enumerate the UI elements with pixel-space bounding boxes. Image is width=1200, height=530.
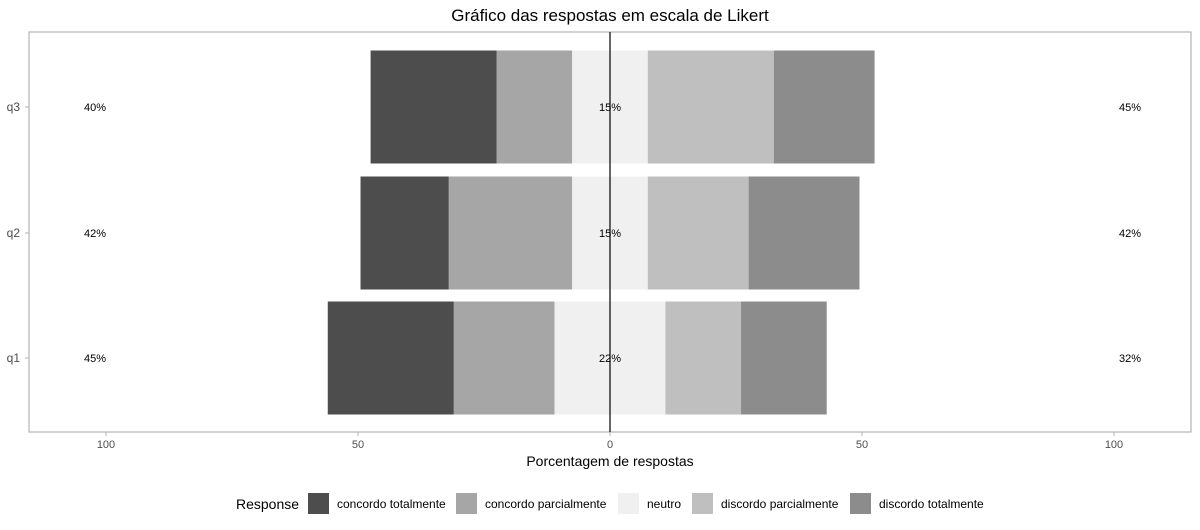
- center-percent-label: 15%: [599, 228, 621, 240]
- center-percent-label: 15%: [599, 102, 621, 114]
- bar-q3-discordo-totalmente: [773, 50, 875, 164]
- bar-q1-concordo-parcialmente: [453, 301, 555, 415]
- center-percent-label: 22%: [599, 353, 621, 365]
- bar-q3-discordo-parcialmente: [647, 50, 774, 164]
- x-tick-label: 100: [97, 439, 115, 451]
- bar-q2-discordo-parcialmente: [647, 176, 749, 290]
- legend-key-concordo-totalmente: [308, 493, 329, 514]
- right-percent-label: 45%: [1119, 102, 1141, 114]
- legend-key-discordo-parcialmente: [692, 493, 713, 514]
- legend-title: Response: [236, 496, 299, 512]
- bar-q2-concordo-parcialmente: [448, 176, 573, 290]
- bar-q3-concordo-totalmente: [370, 50, 497, 164]
- category-label: q2: [7, 226, 21, 240]
- legend: Response concordo totalmente concordo par…: [236, 493, 984, 514]
- legend-label: discordo totalmente: [879, 497, 984, 511]
- legend-label: concordo totalmente: [337, 497, 446, 511]
- category-label: q1: [7, 351, 21, 365]
- x-tick-label: 50: [856, 439, 868, 451]
- bar-q1-discordo-totalmente: [741, 301, 827, 415]
- bar-q1-concordo-totalmente: [327, 301, 454, 415]
- x-axis-title: Porcentagem de respostas: [526, 453, 693, 469]
- left-percent-label: 42%: [84, 228, 106, 240]
- right-percent-label: 32%: [1119, 353, 1141, 365]
- x-tick-label: 0: [607, 439, 613, 451]
- bar-q2-concordo-totalmente: [360, 176, 449, 290]
- category-label: q3: [7, 100, 21, 114]
- right-percent-label: 42%: [1119, 228, 1141, 240]
- legend-label: concordo parcialmente: [485, 497, 607, 511]
- bar-q3-concordo-parcialmente: [496, 50, 573, 164]
- legend-key-discordo-totalmente: [850, 493, 871, 514]
- legend-label: discordo parcialmente: [721, 497, 839, 511]
- legend-label: neutro: [647, 497, 681, 511]
- legend-key-concordo-parcialmente: [456, 493, 477, 514]
- x-tick-label: 50: [352, 439, 364, 451]
- bar-q2-discordo-totalmente: [748, 176, 860, 290]
- x-tick-label: 100: [1105, 439, 1123, 451]
- bar-q1-discordo-parcialmente: [665, 301, 742, 415]
- legend-key-neutro: [618, 493, 639, 514]
- left-percent-label: 45%: [84, 353, 106, 365]
- left-percent-label: 40%: [84, 102, 106, 114]
- chart-title: Gráfico das respostas em escala de Liker…: [451, 6, 769, 25]
